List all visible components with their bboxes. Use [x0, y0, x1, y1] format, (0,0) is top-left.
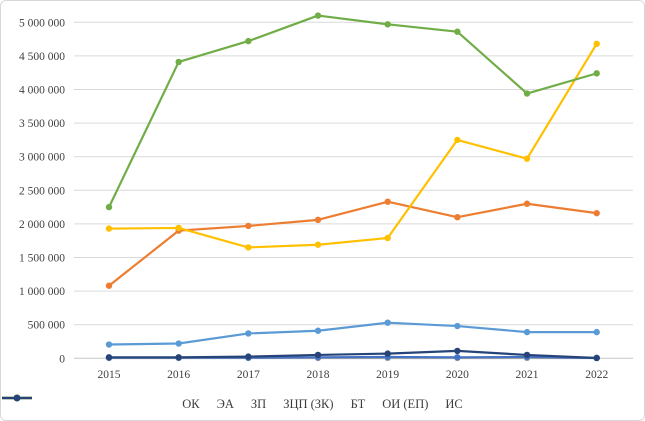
x-axis-tick-label: 2017 — [237, 369, 260, 381]
y-axis-tick-label: 1 000 000 — [19, 286, 65, 298]
y-axis-tick-label: 4 000 000 — [19, 85, 65, 97]
data-point-БТ-2020 — [454, 354, 461, 361]
data-point-ОИ (ЕП)-2020 — [454, 28, 461, 35]
legend-label: ОК — [182, 396, 200, 411]
data-point-ИС-2015 — [105, 354, 113, 361]
chart-legend: ОК ЭА ЗП ЗЦП (ЗК) БТ ОИ (ЕП) ИС — [1, 393, 644, 415]
legend-item-ЗЦП (ЗК): ЗЦП (ЗК) — [2, 394, 334, 411]
data-point-ОК-2015 — [105, 341, 113, 348]
y-axis-tick-label: 3 500 000 — [19, 118, 65, 130]
data-point-ОИ (ЕП)-2015 — [105, 203, 113, 211]
legend-label: ЗП — [250, 396, 267, 411]
data-point-ЭА-2022 — [593, 209, 600, 217]
y-axis-tick-label: 4 500 000 — [19, 51, 65, 63]
y-axis-tick-label: 2 500 000 — [19, 185, 65, 197]
data-point-ОИ (ЕП)-2016 — [175, 58, 182, 66]
legend-marker-icon — [2, 394, 32, 402]
data-point-ЭА-2018 — [314, 216, 322, 224]
legend-label: ИС — [445, 396, 463, 411]
data-point-ЭА-2017 — [245, 222, 252, 230]
data-point-ОК-2020 — [454, 322, 461, 330]
series-line-ОИ (ЕП) — [107, 14, 598, 209]
data-point-ОК-2021 — [523, 328, 531, 336]
legend-label: ЗЦП (ЗК) — [283, 396, 334, 411]
data-point-ЗЦП (ЗК)-2019 — [384, 234, 391, 242]
y-axis-tick-label: 3 000 000 — [19, 152, 65, 164]
data-point-ИС-2018 — [314, 351, 322, 359]
x-axis-tick-label: 2016 — [167, 369, 190, 381]
data-point-ОИ (ЕП)-2017 — [245, 37, 252, 45]
data-point-ЭА-2019 — [384, 198, 391, 205]
data-point-ЗЦП (ЗК)-2016 — [175, 224, 182, 232]
data-point-ИС-2022 — [593, 354, 600, 362]
data-point-ЗЦП (ЗК)-2015 — [105, 225, 113, 232]
x-axis-tick-label: 2021 — [516, 369, 539, 381]
x-axis-tick-label: 2018 — [307, 369, 330, 381]
x-axis-tick-label: 2020 — [446, 369, 469, 381]
legend-item-ИС: ИС — [2, 394, 463, 411]
series-line-ОК — [107, 321, 598, 346]
data-point-ИС-2019 — [384, 350, 391, 357]
legend-item-ОИ (ЕП): ОИ (ЕП) — [2, 394, 429, 411]
y-axis-tick-label: 500 000 — [28, 320, 66, 332]
x-axis-tick-label: 2022 — [585, 369, 608, 381]
data-point-ИС-2020 — [454, 347, 461, 355]
x-axis-tick-label: 2019 — [376, 369, 399, 381]
y-axis-tick-label: 0 — [59, 353, 65, 365]
series-line-ИС — [107, 349, 598, 360]
data-point-ЭА-2021 — [523, 200, 531, 207]
legend-label: ЭА — [216, 396, 234, 411]
legend-item-БТ: БТ — [2, 394, 366, 411]
data-point-ОК-2022 — [593, 328, 600, 336]
data-point-ЗЦП (ЗК)-2022 — [593, 40, 600, 48]
data-point-ЗЦП (ЗК)-2020 — [454, 136, 461, 144]
data-point-ОК-2019 — [384, 319, 391, 326]
data-point-ОК-2016 — [175, 340, 182, 347]
legend-item-ЭА: ЭА — [2, 394, 234, 411]
legend-label: БТ — [350, 396, 366, 411]
data-point-ОИ (ЕП)-2018 — [314, 12, 322, 19]
data-point-ОИ (ЕП)-2019 — [384, 21, 391, 28]
data-point-ИС-2017 — [245, 353, 252, 360]
data-point-ЗЦП (ЗК)-2017 — [245, 244, 252, 251]
data-point-ЗЦП (ЗК)-2021 — [523, 155, 531, 162]
x-axis-tick-label: 2015 — [98, 369, 121, 381]
series-line-ЗЦП (ЗК) — [107, 42, 598, 249]
y-axis-tick-label: 1 500 000 — [19, 253, 65, 265]
y-axis-tick-label: 2 000 000 — [19, 219, 65, 231]
data-point-ОИ (ЕП)-2022 — [593, 70, 600, 77]
legend-item-ЗП: ЗП — [2, 394, 267, 411]
data-point-ЭА-2020 — [454, 213, 461, 221]
line-chart-plot: 0 500 000 1 000 000 1 500 000 2 000 000 2 500… — [19, 12, 633, 381]
series-line-ЭА — [107, 200, 598, 287]
data-point-ОИ (ЕП)-2021 — [523, 90, 531, 97]
data-point-ИС-2021 — [523, 351, 531, 359]
data-point-ЗЦП (ЗК)-2018 — [314, 241, 322, 248]
data-point-ИС-2016 — [175, 354, 182, 361]
legend-label: ОИ (ЕП) — [382, 396, 429, 411]
y-axis-tick-label: 5 000 000 — [19, 17, 65, 29]
data-point-ОК-2017 — [245, 330, 252, 337]
data-point-ЭА-2015 — [105, 282, 113, 289]
data-point-ОК-2018 — [314, 327, 322, 334]
legend-item-ОК: ОК — [2, 394, 200, 411]
